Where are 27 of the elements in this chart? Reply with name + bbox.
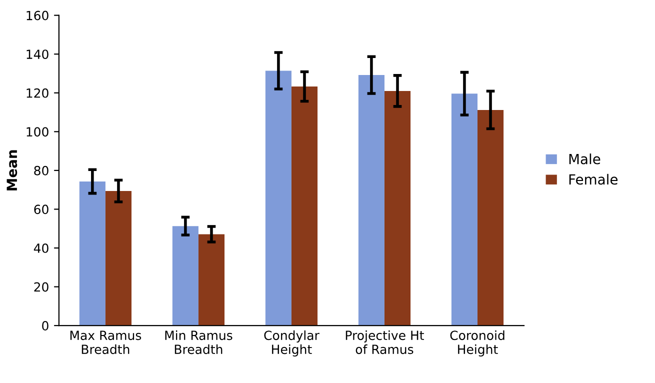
x-tick-label: Condylar Height [264,330,320,357]
legend-label: Female [569,174,618,185]
bar [198,234,225,326]
x-tick-label: Projective Ht of Ramus [346,330,424,354]
y-tick-label: 40 [34,243,48,253]
bar [265,70,292,326]
y-tick-label: 80 [34,166,48,176]
bar [79,181,106,326]
y-axis-title: Mean [6,150,18,190]
y-tick-label: 20 [34,282,48,292]
y-tick-label: 0 [42,321,48,330]
bar [384,90,411,326]
y-tick-label: 60 [34,204,48,214]
x-tick-label: Min Ramus Breadth [165,330,232,354]
y-tick-label: 160 [26,10,48,20]
x-tick-label: Max Ramus Breadth [70,330,142,354]
legend-label: Male [569,154,600,164]
bar [358,75,384,326]
x-tick-label: Coronoid Height [450,330,504,357]
bar [477,110,504,326]
bar [291,86,318,326]
bar [105,190,132,326]
y-tick-label: 140 [26,50,48,60]
y-tick-label: 120 [26,88,48,98]
y-tick-label: 100 [26,127,48,137]
bar [451,94,478,326]
bar [172,226,198,326]
